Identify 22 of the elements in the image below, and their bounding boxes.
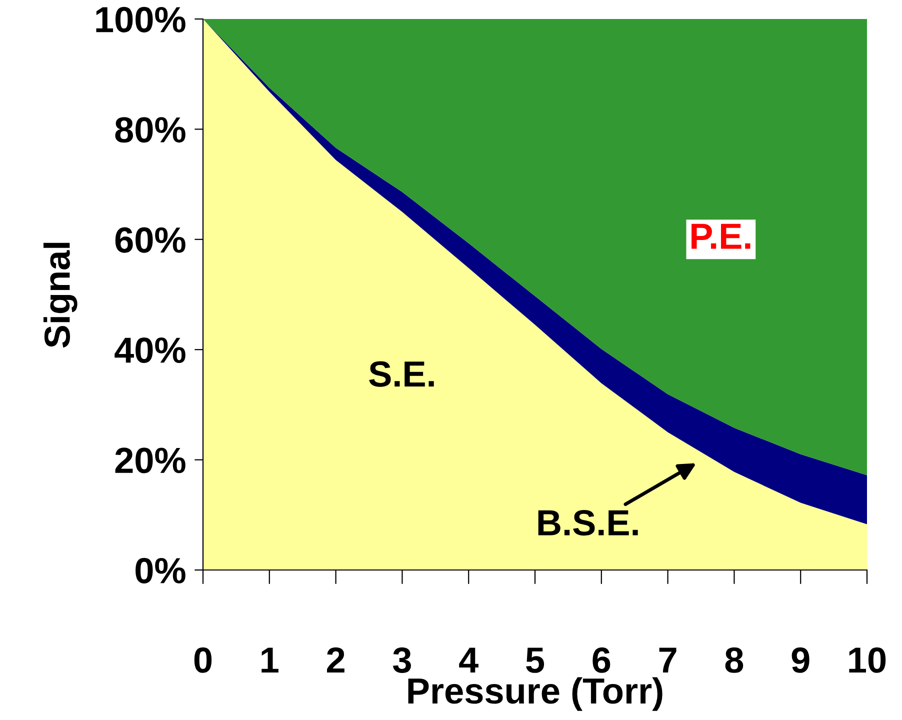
y-tick-label: 20% [115,448,186,474]
x-tick-label: 1 [262,648,278,673]
annotation: P.E. [692,224,750,249]
x-tick-label: 9 [792,647,810,673]
annotation: S.E. [369,361,434,387]
y-tick-label: 0% [136,558,186,584]
y-tick-label: 80% [115,117,186,143]
x-tick-label: 0 [194,647,212,673]
x-tick-label: 3 [392,647,411,673]
x-tick-label: 6 [592,647,610,673]
x-tick-label: 2 [327,647,344,673]
y-tick-label: 60% [115,227,186,253]
x-axis-title: Pressure (Torr) [408,677,662,711]
x-tick-label: 8 [725,647,744,673]
x-tick-label: 7 [659,648,676,673]
annotation: B.S.E. [538,510,638,536]
x-tick-label: 5 [526,648,544,673]
y-tick-label: 40% [114,337,186,364]
y-axis-title: Signal [43,242,78,348]
y-tick-label: 100% [96,6,186,32]
x-tick-label: 4 [459,648,478,673]
x-tick-label: 10 [849,647,886,673]
